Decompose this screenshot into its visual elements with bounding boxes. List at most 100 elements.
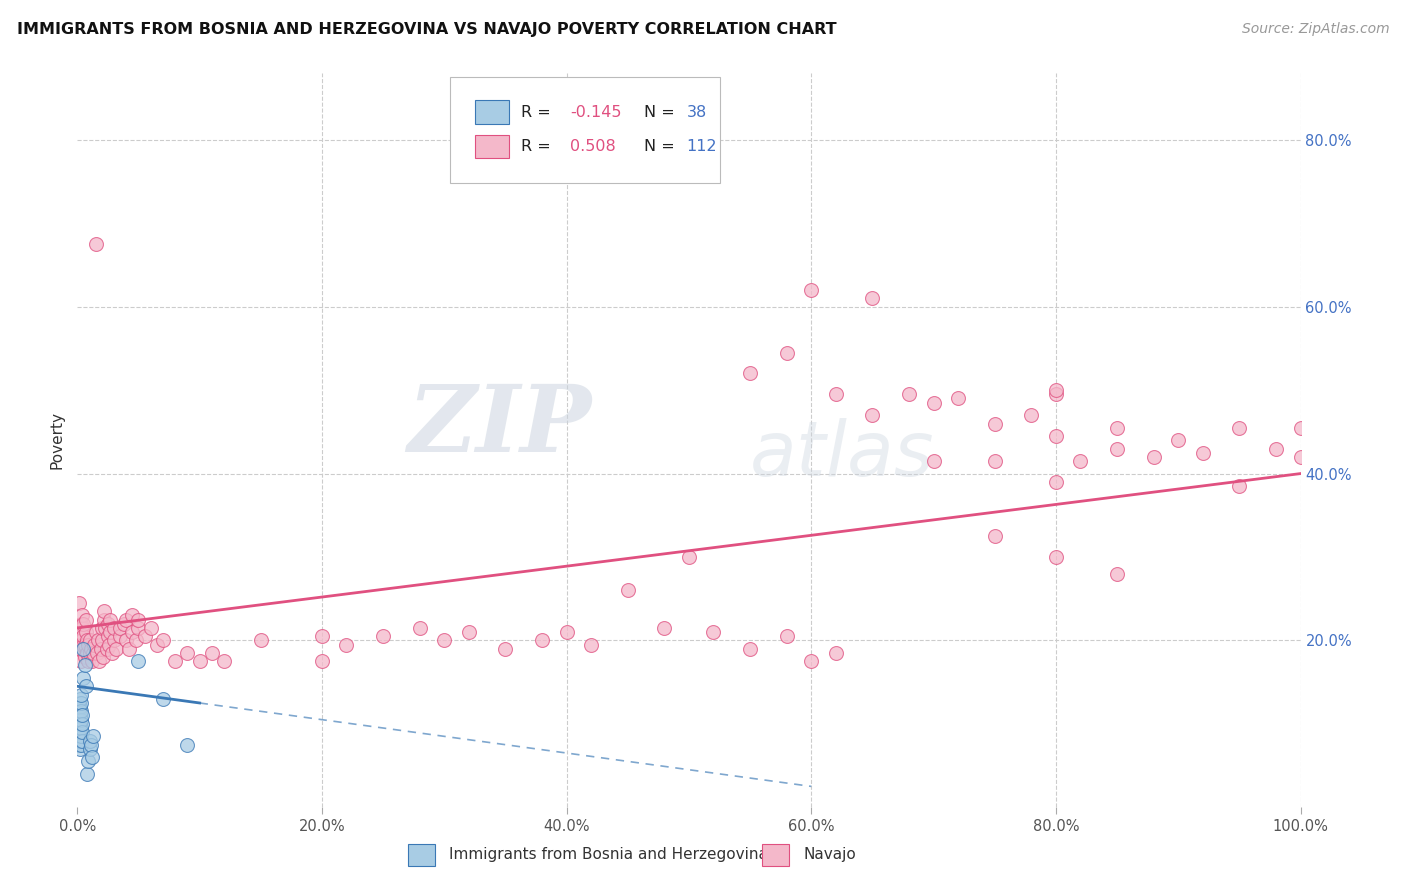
Point xyxy=(103,621,125,635)
Point xyxy=(69,625,91,640)
Point xyxy=(800,654,823,668)
Point xyxy=(1107,420,1129,434)
Point xyxy=(98,613,121,627)
Point xyxy=(67,713,90,727)
Point xyxy=(371,629,394,643)
Point xyxy=(70,654,93,668)
FancyBboxPatch shape xyxy=(475,135,509,158)
Point xyxy=(75,679,97,693)
Point xyxy=(72,616,94,631)
Point xyxy=(139,621,162,635)
Point xyxy=(1229,420,1251,434)
Point xyxy=(97,616,120,631)
Point xyxy=(67,696,90,710)
FancyBboxPatch shape xyxy=(762,844,789,866)
Point xyxy=(69,733,91,747)
Point xyxy=(79,646,101,660)
Point xyxy=(898,387,921,401)
Point xyxy=(108,621,131,635)
Point xyxy=(1021,408,1043,422)
Point xyxy=(87,633,110,648)
Point xyxy=(82,646,104,660)
Point xyxy=(457,625,479,640)
Point xyxy=(776,345,799,359)
Point xyxy=(67,721,90,735)
Text: 112: 112 xyxy=(686,139,717,154)
Point xyxy=(93,613,115,627)
Point xyxy=(72,671,94,685)
Point xyxy=(134,629,156,643)
Point xyxy=(121,625,143,640)
Point xyxy=(80,738,103,752)
Point xyxy=(740,367,762,381)
Point xyxy=(1289,420,1312,434)
Point xyxy=(1045,429,1067,443)
Point xyxy=(702,625,724,640)
Point xyxy=(90,633,112,648)
Point xyxy=(98,625,121,640)
FancyBboxPatch shape xyxy=(475,100,509,124)
Point xyxy=(91,650,114,665)
Point xyxy=(409,621,432,635)
Point xyxy=(1045,387,1067,401)
Point xyxy=(115,613,138,627)
Text: R =: R = xyxy=(522,104,557,120)
Point xyxy=(127,621,149,635)
Point xyxy=(531,633,554,648)
Point xyxy=(152,633,174,648)
Point xyxy=(1265,442,1288,456)
Point xyxy=(862,292,884,306)
Point xyxy=(433,633,456,648)
Point xyxy=(103,633,125,648)
Point xyxy=(69,716,91,731)
Point xyxy=(1167,434,1189,448)
Point xyxy=(1107,566,1129,581)
Point xyxy=(579,638,602,652)
Point xyxy=(1191,446,1213,460)
Point xyxy=(824,387,846,401)
Point xyxy=(984,417,1007,431)
Point xyxy=(176,738,198,752)
Text: ZIP: ZIP xyxy=(406,381,591,470)
Point xyxy=(70,616,93,631)
Point xyxy=(84,237,107,252)
Point xyxy=(1045,475,1067,489)
Point xyxy=(75,613,97,627)
Point xyxy=(984,454,1007,468)
Text: atlas: atlas xyxy=(751,417,935,491)
Text: N =: N = xyxy=(644,139,679,154)
Point xyxy=(112,616,135,631)
Point xyxy=(146,638,169,652)
Point xyxy=(76,633,98,648)
Point xyxy=(862,408,884,422)
Point xyxy=(70,688,93,702)
Point xyxy=(69,725,91,739)
Point xyxy=(70,730,93,744)
Point xyxy=(922,454,945,468)
Point xyxy=(70,733,93,747)
Point xyxy=(555,625,578,640)
Point xyxy=(80,750,103,764)
Point xyxy=(617,583,640,598)
Point xyxy=(125,633,148,648)
Point xyxy=(69,700,91,714)
Point xyxy=(70,633,93,648)
Point xyxy=(212,654,235,668)
Point xyxy=(165,654,187,668)
Point xyxy=(67,596,90,610)
Point xyxy=(678,549,700,564)
Point xyxy=(97,629,120,643)
Text: 38: 38 xyxy=(686,104,707,120)
Point xyxy=(80,654,103,668)
Text: Source: ZipAtlas.com: Source: ZipAtlas.com xyxy=(1241,22,1389,37)
FancyBboxPatch shape xyxy=(408,844,434,866)
Point xyxy=(201,646,224,660)
Point xyxy=(922,395,945,409)
Point xyxy=(77,755,100,769)
Point xyxy=(79,733,101,747)
Point xyxy=(70,641,93,656)
Point xyxy=(90,621,112,635)
Point xyxy=(127,613,149,627)
Text: IMMIGRANTS FROM BOSNIA AND HERZEGOVINA VS NAVAJO POVERTY CORRELATION CHART: IMMIGRANTS FROM BOSNIA AND HERZEGOVINA V… xyxy=(17,22,837,37)
Point xyxy=(311,629,333,643)
